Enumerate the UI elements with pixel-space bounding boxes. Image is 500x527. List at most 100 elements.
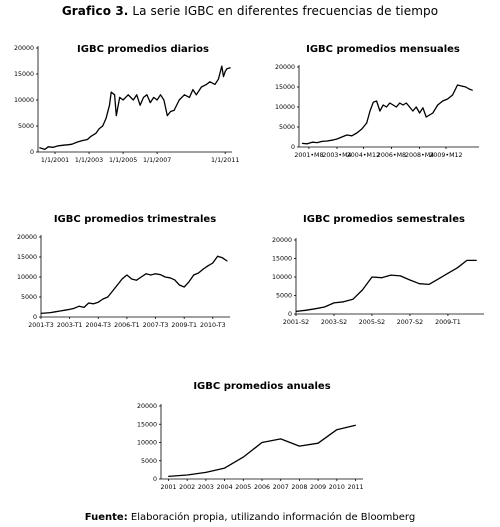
data-point: [224, 467, 226, 469]
data-point: [356, 132, 358, 134]
data-point: [146, 94, 148, 96]
source-label: Fuente:: [84, 512, 128, 523]
x-tick-label: 1/1/2007: [143, 157, 171, 164]
data-point: [164, 276, 166, 278]
y-tick-label: 5000: [21, 294, 37, 301]
data-point: [314, 308, 316, 310]
data-point: [97, 301, 99, 303]
data-point: [352, 298, 354, 300]
data-point: [471, 89, 473, 91]
data-point: [369, 110, 371, 112]
data-point: [372, 101, 374, 103]
data-point: [160, 94, 161, 96]
figure-title-text: La serie IGBC en diferentes frecuencias …: [132, 4, 439, 18]
data-point: [226, 68, 228, 70]
data-point: [143, 96, 144, 98]
x-tick-label: 2003-S2: [321, 319, 347, 326]
data-point: [136, 279, 137, 281]
data-point: [399, 102, 401, 104]
x-tick-label: 2004: [217, 484, 233, 491]
data-point: [149, 102, 151, 104]
x-tick-label: 2007-T3: [143, 322, 169, 329]
data-point: [59, 310, 61, 312]
data-point: [447, 98, 449, 100]
y-tick-label: 20000: [137, 403, 157, 410]
data-point: [371, 276, 373, 278]
data-point: [47, 146, 49, 148]
figure-title: Grafico 3. La serie IGBC en diferentes f…: [0, 4, 500, 18]
data-point: [212, 262, 214, 264]
series-line: [39, 65, 231, 151]
data-point: [81, 140, 83, 142]
data-point: [224, 70, 226, 72]
data-point: [73, 307, 75, 309]
source-text: Elaboración propia, utilizando informaci…: [130, 512, 416, 523]
data-point: [110, 91, 112, 93]
data-point: [200, 86, 202, 88]
x-tick-label: 2004-T3: [85, 322, 111, 329]
series-line: [302, 84, 473, 145]
y-tick-label: 20000: [17, 234, 37, 241]
data-point: [131, 278, 133, 280]
y-tick-label: 15000: [17, 254, 37, 261]
y-tick-label: 0: [33, 314, 37, 321]
data-point: [78, 305, 80, 307]
data-point: [202, 268, 204, 270]
y-tick-label: 10000: [275, 104, 295, 111]
data-point: [336, 138, 338, 140]
data-point: [437, 278, 439, 280]
data-point: [242, 456, 244, 458]
x-tick-label: 2009-T1: [435, 319, 461, 326]
chart-diarios: IGBC promedios diarios 0 5000 10000 15000 200…: [14, 44, 239, 164]
data-point: [68, 144, 70, 146]
y-tick-label: 15000: [14, 71, 34, 78]
x-tick-label: 2001-T3: [28, 322, 54, 329]
data-point: [447, 272, 449, 274]
chart-title: IGBC promedios anuales: [193, 381, 330, 392]
data-point: [399, 275, 401, 277]
data-point: [188, 281, 190, 283]
data-point: [50, 312, 51, 314]
x-tick-label: 2002: [179, 484, 195, 491]
data-point: [221, 257, 223, 259]
data-point: [102, 125, 104, 127]
data-point: [331, 139, 333, 141]
data-point: [150, 274, 152, 276]
y-tick-label: 10000: [137, 440, 157, 447]
figure-label: Grafico 3.: [61, 4, 129, 18]
data-point: [311, 141, 313, 143]
y-tick-label: 10000: [14, 97, 34, 104]
data-point: [376, 100, 378, 102]
data-point: [217, 78, 219, 80]
x-tick-label: 2009•M12: [429, 152, 462, 159]
data-point: [395, 106, 397, 108]
x-tick-label: 2003: [198, 484, 214, 491]
x-tick-label: 2006-T1: [114, 322, 140, 329]
data-point: [112, 290, 114, 292]
chart-title: IGBC promedios diarios: [77, 44, 209, 55]
data-point: [301, 142, 303, 144]
data-point: [64, 309, 66, 311]
data-point: [205, 471, 207, 473]
data-point: [468, 88, 470, 90]
data-point: [382, 104, 384, 106]
x-tick-label: 1/1/2005: [109, 157, 137, 164]
x-tick-label: 2008•M4: [405, 152, 434, 159]
data-point: [226, 260, 228, 262]
data-point: [192, 89, 194, 91]
data-point: [119, 96, 121, 98]
data-point: [298, 445, 300, 447]
data-point: [419, 112, 421, 114]
data-point: [195, 94, 197, 96]
source-note: Fuente: Elaboración propia, utilizando i…: [0, 512, 500, 523]
x-tick-label: 2011: [348, 484, 364, 491]
data-point: [405, 102, 407, 104]
y-tick-label: 20000: [272, 237, 292, 244]
data-point: [437, 104, 439, 106]
data-point: [229, 67, 231, 69]
data-point: [98, 128, 100, 130]
data-point: [57, 145, 59, 147]
x-tick-label: 1/1/2001: [41, 157, 69, 164]
y-tick-label: 10000: [17, 274, 37, 281]
